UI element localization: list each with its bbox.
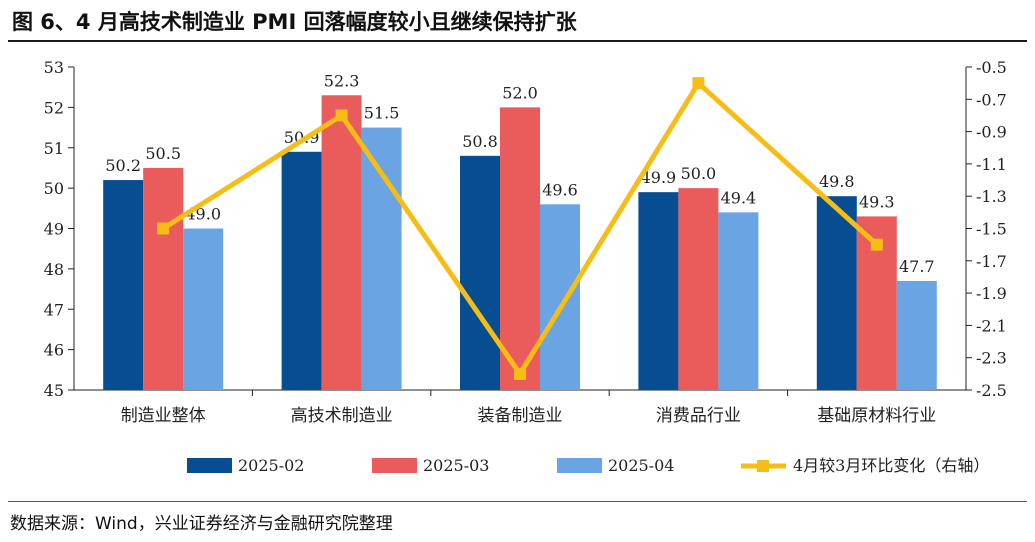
right-tick-label: -1.9 xyxy=(976,284,1007,303)
bar-2025-03 xyxy=(143,167,184,390)
line-marker xyxy=(692,77,705,90)
line-marker xyxy=(335,109,348,122)
left-tick-label: 53 xyxy=(44,58,64,77)
bar-2025-02 xyxy=(638,192,679,390)
left-tick-label: 46 xyxy=(44,341,64,360)
chart-area: 53 52 51 50 49 48 47 46 45 -0.5 -0.7 -0.9 -1.1 -1.3 -1… xyxy=(44,58,1007,475)
chart-title: 图 6、4 月高技术制造业 PMI 回落幅度较小且继续保持扩张 xyxy=(12,10,577,34)
bar-2025-04 xyxy=(540,204,580,390)
left-tick-label: 50 xyxy=(44,179,64,198)
right-tick-label: -0.5 xyxy=(976,58,1007,77)
right-tick-label: -2.3 xyxy=(976,349,1007,368)
legend-line-marker xyxy=(757,460,769,472)
data-label: 47.7 xyxy=(899,257,935,276)
bar-2025-04 xyxy=(718,212,759,390)
bar-2025-02 xyxy=(103,180,144,390)
data-label: 51.5 xyxy=(364,104,400,123)
data-label: 50.5 xyxy=(145,144,181,163)
left-tick-label: 48 xyxy=(44,260,64,279)
legend-swatch-2025-02 xyxy=(187,458,232,473)
line-marker xyxy=(157,222,170,235)
mom-change-line xyxy=(157,77,883,380)
right-tick-label: -0.7 xyxy=(976,90,1007,109)
bar-2025-02 xyxy=(281,151,322,390)
right-tick-label: -1.3 xyxy=(976,187,1007,206)
legend: 2025-02 2025-03 2025-04 4月较3月环比变化（右轴） xyxy=(187,456,989,475)
source-note: 数据来源：Wind，兴业证券经济与金融研究院整理 xyxy=(10,514,393,534)
bars xyxy=(103,95,937,390)
data-label: 49.8 xyxy=(819,172,855,191)
data-label: 52.3 xyxy=(324,71,360,90)
data-label: 50.8 xyxy=(462,132,498,151)
bar-2025-02 xyxy=(460,155,500,390)
legend-label: 2025-03 xyxy=(423,456,489,475)
data-label: 49.4 xyxy=(721,188,757,207)
right-tick-label: -1.7 xyxy=(976,252,1007,271)
bar-2025-03 xyxy=(500,107,540,390)
data-label: 52.0 xyxy=(502,83,538,102)
category-label: 基础原材料行业 xyxy=(817,406,936,426)
left-tick-label: 49 xyxy=(44,220,64,239)
left-tick-label: 45 xyxy=(44,381,64,400)
data-label: 50.2 xyxy=(105,156,141,175)
category-label: 消费品行业 xyxy=(656,406,741,426)
data-label: 49.3 xyxy=(859,192,895,211)
category-label: 装备制造业 xyxy=(478,406,563,426)
left-tick-label: 47 xyxy=(44,300,64,319)
line-marker xyxy=(514,367,526,380)
right-tick-label: -1.5 xyxy=(976,220,1007,239)
data-label: 49.6 xyxy=(542,180,578,199)
left-tick-label: 52 xyxy=(44,98,64,117)
right-tick-label: -0.9 xyxy=(976,123,1007,142)
bar-2025-03 xyxy=(678,188,719,390)
legend-label: 4月较3月环比变化（右轴） xyxy=(793,456,989,475)
bar-2025-03 xyxy=(321,95,362,390)
category-label: 制造业整体 xyxy=(121,406,206,426)
right-tick-label: -2.1 xyxy=(976,316,1007,335)
legend-swatch-2025-04 xyxy=(557,458,602,473)
title-rule xyxy=(8,40,1027,42)
category-label: 高技术制造业 xyxy=(291,406,393,426)
bar-2025-04 xyxy=(896,280,937,390)
legend-label: 2025-02 xyxy=(238,456,304,475)
right-tick-label: -2.5 xyxy=(976,381,1007,400)
bar-2025-04 xyxy=(183,228,224,390)
bar-2025-04 xyxy=(361,127,402,390)
bar-2025-02 xyxy=(816,196,857,390)
source-rule xyxy=(8,501,1027,502)
data-label: 49.9 xyxy=(641,168,677,187)
data-label: 50.0 xyxy=(681,164,717,183)
line-marker xyxy=(870,238,883,251)
legend-swatch-2025-03 xyxy=(372,458,417,473)
axes: 53 52 51 50 49 48 47 46 45 -0.5 -0.7 -0.9 -1.1 -1.3 -1… xyxy=(44,58,1007,426)
legend-label: 2025-04 xyxy=(608,456,674,475)
right-tick-label: -1.1 xyxy=(976,155,1007,174)
left-tick-label: 51 xyxy=(44,139,64,158)
